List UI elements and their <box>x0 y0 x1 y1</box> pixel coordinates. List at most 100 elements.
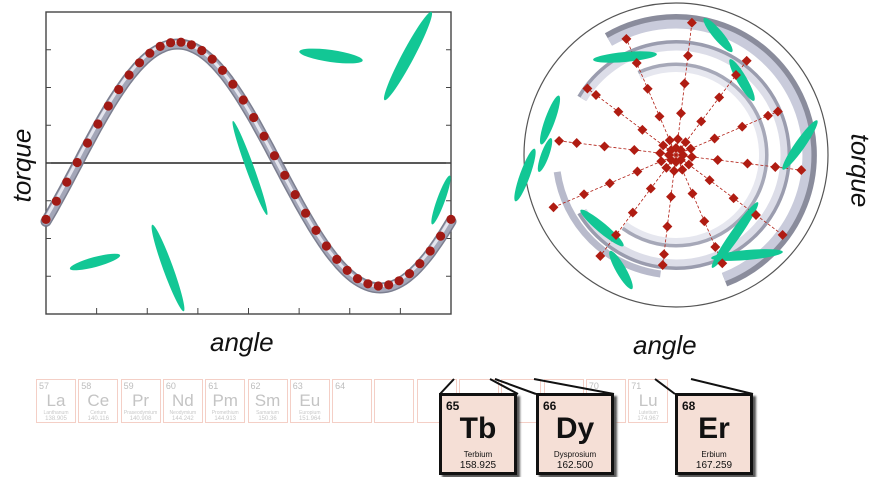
atomic-mass: 150.36 <box>258 416 277 422</box>
atomic-mass: 140.116 <box>87 416 109 422</box>
data-point <box>269 151 280 161</box>
data-point <box>446 214 456 224</box>
atomic-mass: 158.925 <box>459 460 497 471</box>
element-cell: 64 <box>332 379 373 423</box>
data-point <box>687 188 698 199</box>
data-point <box>228 79 238 89</box>
atomic-number: 63 <box>292 381 303 391</box>
element-name: Neodymium <box>169 410 197 416</box>
data-point <box>675 145 686 156</box>
data-point <box>704 175 715 186</box>
ellipsoid-marker <box>711 249 783 261</box>
element-symbol: Nd <box>172 391 194 410</box>
element-card-er: 68 Er Erbium 167.259 <box>675 393 753 475</box>
atomic-number: 66 <box>543 399 557 413</box>
atomic-mass: 144.242 <box>172 416 194 422</box>
data-point <box>155 41 165 52</box>
atomic-number: 64 <box>335 381 346 391</box>
element-name: Praseodymium <box>123 410 158 416</box>
data-point <box>611 230 621 240</box>
ellipsoid-marker <box>299 48 363 64</box>
data-point <box>373 281 383 291</box>
element-card-tb: 65 Tb Terbium 158.925 <box>439 393 517 475</box>
data-point <box>51 196 62 206</box>
data-point <box>290 190 300 200</box>
torque-rings <box>553 14 817 287</box>
atomic-number: 59 <box>123 381 134 391</box>
lower-ring <box>553 171 661 278</box>
data-point <box>763 110 773 121</box>
element-symbol: Dy <box>555 412 595 445</box>
data-point <box>599 141 610 152</box>
ellipsoid-marker <box>609 250 633 290</box>
atomic-number: 71 <box>631 381 642 391</box>
data-point <box>394 276 404 286</box>
atomic-number: 61 <box>208 381 219 391</box>
element-name: Erbium <box>701 450 727 459</box>
ellipsoid-marker <box>703 17 733 53</box>
data-point <box>124 70 134 80</box>
data-point <box>548 202 559 213</box>
data-point <box>751 210 761 220</box>
data-point <box>72 157 82 168</box>
data-point <box>259 131 269 141</box>
data-point <box>186 40 196 50</box>
data-point <box>134 58 145 68</box>
element-name: Samarium <box>256 410 279 416</box>
ellipsoid-marker <box>593 51 657 63</box>
element-symbol: Ce <box>87 391 110 410</box>
data-point <box>197 45 207 56</box>
data-point <box>662 221 673 232</box>
y-axis-label: torque <box>6 128 37 203</box>
atomic-mass: 167.259 <box>695 460 733 471</box>
data-point <box>436 231 446 241</box>
element-name: Europium <box>299 410 321 416</box>
ellipsoid-marker <box>782 120 818 170</box>
element-symbol: La <box>46 391 66 410</box>
data-point <box>632 166 643 177</box>
data-point <box>145 48 155 58</box>
ellipsoid-marker <box>580 209 624 247</box>
data-point <box>301 208 311 218</box>
data-point <box>82 138 93 148</box>
ellipsoid-marker <box>539 95 561 145</box>
atomic-number: 65 <box>446 399 460 413</box>
data-point <box>683 50 693 61</box>
ellipsoid-marker <box>151 224 185 312</box>
polar-x-axis-label: angle <box>633 330 697 360</box>
element-name: Promethium <box>211 410 239 416</box>
data-point <box>669 165 680 176</box>
ellipsoid-marker <box>431 175 451 225</box>
data-point <box>796 165 807 176</box>
element-cell: 62 Sm Samarium 150.36 <box>247 379 288 423</box>
atomic-number: 58 <box>81 381 92 391</box>
data-point <box>249 112 259 123</box>
data-point <box>770 162 781 172</box>
data-point <box>207 54 217 64</box>
data-point <box>93 119 103 129</box>
atomic-mass: 162.500 <box>556 460 594 471</box>
data-point <box>238 95 248 105</box>
polar-spoke <box>675 111 779 156</box>
data-point <box>709 133 720 144</box>
atomic-mass: 138.905 <box>45 416 67 422</box>
data-point <box>404 269 415 279</box>
data-point <box>166 38 176 48</box>
data-point <box>672 134 683 145</box>
x-axis-label: angle <box>210 327 274 357</box>
data-point <box>342 265 352 275</box>
element-name: Terbium <box>463 450 493 459</box>
element-cell: 59 Pr Praseodymium 140.908 <box>120 379 161 423</box>
data-point <box>363 279 373 289</box>
element-cell: 63 Eu Europium 151.964 <box>289 379 330 423</box>
atomic-mass: 174.967 <box>637 416 660 422</box>
data-point <box>777 229 788 240</box>
data-point <box>425 246 435 256</box>
element-symbol: Eu <box>299 391 321 410</box>
torque-angle-plot <box>40 11 457 315</box>
data-point <box>311 225 321 235</box>
data-point <box>655 148 666 159</box>
polar-torque-plot <box>514 2 829 308</box>
element-symbol: Pr <box>132 391 150 410</box>
